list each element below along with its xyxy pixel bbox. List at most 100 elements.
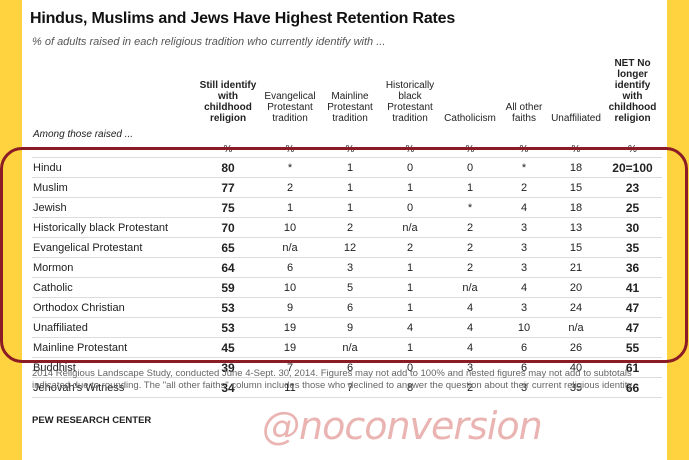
table-row: Jewish 75 1 1 0 * 4 18 25 — [32, 197, 662, 218]
header-row: Still identify with childhood religion E… — [32, 58, 662, 127]
value-cell: 4 — [441, 297, 499, 318]
row-label: Historically black Protestant — [32, 217, 197, 238]
value-cell: 12 — [321, 237, 379, 258]
value-cell: n/a — [259, 237, 321, 258]
net-cell: 47 — [603, 297, 662, 318]
watermark-text: @noconversion — [262, 404, 543, 448]
table-row: Mormon 64 6 3 1 2 3 21 36 — [32, 257, 662, 278]
value-cell: 1 — [321, 157, 379, 178]
value-cell: 1 — [259, 197, 321, 218]
value-cell: * — [259, 157, 321, 178]
value-cell: 3 — [499, 257, 549, 278]
value-cell: 1 — [379, 337, 441, 358]
value-cell: 1 — [379, 297, 441, 318]
subtitle: % of adults raised in each religious tra… — [32, 36, 386, 48]
value-cell: 1 — [379, 177, 441, 198]
value-cell: 13 — [549, 217, 603, 238]
net-cell: 55 — [603, 337, 662, 358]
header-net-no-longer: NET No longer identify with childhood re… — [608, 58, 657, 124]
header-label — [32, 58, 197, 127]
net-cell: 25 — [603, 197, 662, 218]
pct-cell: % — [197, 142, 259, 158]
row-label: Unaffiliated — [32, 317, 197, 338]
still-identify-cell: 77 — [197, 177, 259, 198]
among-label: Among those raised ... — [33, 129, 134, 140]
value-cell: 4 — [499, 277, 549, 298]
value-cell: 2 — [259, 177, 321, 198]
value-cell: 0 — [441, 157, 499, 178]
value-cell: 4 — [441, 317, 499, 338]
net-cell: 23 — [603, 177, 662, 198]
net-cell: 47 — [603, 317, 662, 338]
value-cell: 0 — [379, 197, 441, 218]
net-cell: 20=100 — [603, 157, 662, 178]
header-other-faiths: All other faiths — [505, 102, 543, 124]
percent-row: % % % % % % % % — [32, 142, 662, 158]
value-cell: 9 — [321, 317, 379, 338]
row-label: Jewish — [32, 197, 197, 218]
table-row: Muslim 77 2 1 1 1 2 15 23 — [32, 177, 662, 198]
table-row: Jehovah's Witness 34 11 7 8 2 3 35 66 — [32, 377, 662, 398]
value-cell: 2 — [321, 217, 379, 238]
value-cell: 10 — [259, 217, 321, 238]
still-identify-cell: 70 — [197, 217, 259, 238]
value-cell: 0 — [379, 157, 441, 178]
still-identify-cell: 53 — [197, 317, 259, 338]
value-cell: 26 — [549, 337, 603, 358]
value-cell: 2 — [441, 377, 499, 398]
value-cell: 2 — [379, 237, 441, 258]
value-cell: 10 — [499, 317, 549, 338]
table-row: Unaffiliated 53 19 9 4 4 10 n/a 47 — [32, 317, 662, 338]
header-black-protestant: Historically black Protestant tradition — [385, 80, 435, 124]
pct-cell: % — [259, 142, 321, 158]
net-cell: 66 — [603, 377, 662, 398]
value-cell: 3 — [499, 217, 549, 238]
net-cell: 35 — [603, 237, 662, 258]
header-mainline: Mainline Protestant tradition — [327, 91, 373, 124]
value-cell: 6 — [259, 257, 321, 278]
value-cell: * — [441, 197, 499, 218]
value-cell: n/a — [321, 337, 379, 358]
page-title: Hindus, Muslims and Jews Have Highest Re… — [30, 10, 456, 27]
pct-cell: % — [441, 142, 499, 158]
value-cell: 1 — [441, 177, 499, 198]
value-cell: 24 — [549, 297, 603, 318]
still-identify-cell: 34 — [197, 377, 259, 398]
pct-cell: % — [499, 142, 549, 158]
value-cell: 1 — [379, 277, 441, 298]
row-label: Hindu — [32, 157, 197, 178]
still-identify-cell: 75 — [197, 197, 259, 218]
value-cell: 35 — [549, 377, 603, 398]
value-cell: 9 — [259, 297, 321, 318]
value-cell: 2 — [499, 177, 549, 198]
row-label: Orthodox Christian — [32, 297, 197, 318]
value-cell: 1 — [321, 197, 379, 218]
value-cell: 2 — [441, 237, 499, 258]
value-cell: 19 — [259, 337, 321, 358]
value-cell: 2 — [441, 257, 499, 278]
value-cell: 8 — [379, 377, 441, 398]
net-cell: 30 — [603, 217, 662, 238]
value-cell: n/a — [549, 317, 603, 338]
value-cell: * — [499, 157, 549, 178]
pct-cell: % — [379, 142, 441, 158]
among-row: Among those raised ... — [32, 127, 662, 142]
value-cell: 20 — [549, 277, 603, 298]
pct-cell: % — [603, 142, 662, 158]
value-cell: 18 — [549, 197, 603, 218]
value-cell: 2 — [441, 217, 499, 238]
net-cell: 36 — [603, 257, 662, 278]
value-cell: 10 — [259, 277, 321, 298]
header-evangelical: Evangelical Protestant tradition — [264, 91, 316, 124]
still-identify-cell: 64 — [197, 257, 259, 278]
footnote: 2014 Religious Landscape Study, conducte… — [32, 368, 635, 391]
pct-cell: % — [549, 142, 603, 158]
header-catholicism: Catholicism — [444, 113, 496, 124]
value-cell: n/a — [379, 217, 441, 238]
row-label: Mainline Protestant — [32, 337, 197, 358]
still-identify-cell: 45 — [197, 337, 259, 358]
value-cell: 1 — [379, 257, 441, 278]
still-identify-cell: 65 — [197, 237, 259, 258]
still-identify-cell: 53 — [197, 297, 259, 318]
table-row: Hindu 80 * 1 0 0 * 18 20=100 — [32, 157, 662, 178]
